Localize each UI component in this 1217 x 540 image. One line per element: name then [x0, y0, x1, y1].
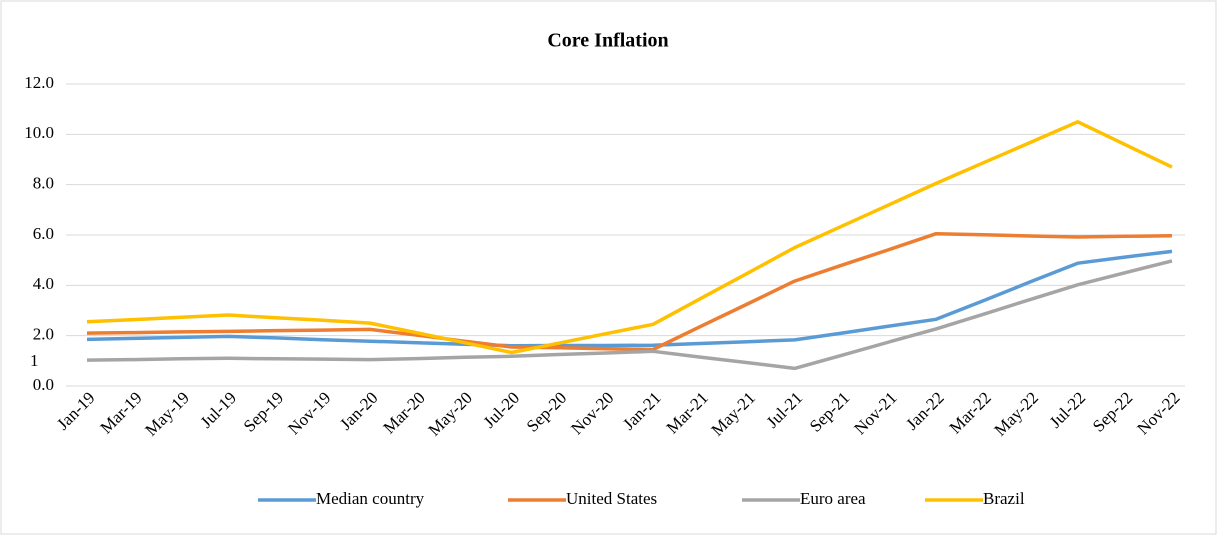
legend-label: Euro area	[800, 489, 866, 508]
y-tick-label: 10.0	[24, 123, 54, 142]
y-tick-label: 2.0	[33, 325, 54, 344]
y-tick-label: 4.0	[33, 274, 54, 293]
annotation: 1	[30, 351, 39, 370]
legend-label: United States	[566, 489, 657, 508]
y-tick-label: 6.0	[33, 224, 54, 243]
series-line	[86, 120, 1173, 355]
y-tick-label: 12.0	[24, 73, 54, 92]
y-tick-label: 8.0	[33, 174, 54, 193]
legend-label: Brazil	[983, 489, 1025, 508]
legend-label: Median country	[316, 489, 425, 508]
chart-title: Core Inflation	[547, 30, 668, 52]
series-line	[86, 259, 1173, 371]
series-line	[86, 231, 1173, 352]
series-line	[86, 249, 1173, 348]
y-tick-label: 0.0	[33, 375, 54, 394]
